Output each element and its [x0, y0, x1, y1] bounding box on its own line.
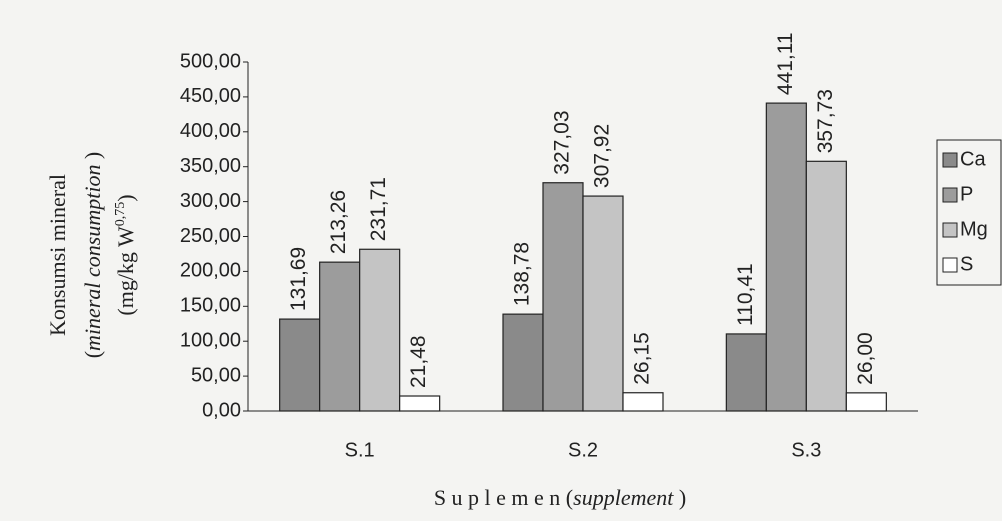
x-tick-label: S.3 [791, 439, 821, 461]
y-tick-label: 500,00 [180, 50, 241, 72]
bar [359, 248, 401, 412]
y-tick-label: 400,00 [180, 120, 241, 142]
legend-swatch [942, 187, 958, 203]
value-label: 26,00 [854, 332, 877, 385]
y-axis-label-part: Konsumsi mineral [45, 174, 70, 336]
bar [502, 313, 544, 412]
bar [622, 392, 664, 412]
value-label: 357,73 [814, 89, 837, 153]
legend-swatch [942, 257, 958, 273]
y-axis-label-part: (mg/kg W [113, 226, 138, 316]
bar [725, 333, 767, 412]
value-label: 231,71 [367, 177, 390, 241]
bar [399, 395, 441, 412]
value-label: 307,92 [591, 124, 614, 188]
bar [845, 392, 887, 412]
y-tick-label: 200,00 [180, 260, 241, 282]
y-tick-label: 0,00 [202, 399, 241, 421]
y-tick-label: 250,00 [180, 225, 241, 247]
legend-label: Mg [960, 218, 988, 240]
bar [542, 182, 584, 412]
legend-swatch [942, 222, 958, 238]
y-tick-label: 300,00 [180, 190, 241, 212]
y-tick-label: 150,00 [180, 295, 241, 317]
bar [805, 160, 847, 412]
value-label: 26,15 [631, 332, 654, 385]
legend-label: P [960, 183, 973, 205]
x-axis-label-part: S u p l e m e n ( [434, 485, 573, 510]
value-label: 110,41 [734, 263, 757, 326]
value-label: 138,78 [511, 242, 534, 306]
x-axis-label: S u p l e m e n (supplement ) [434, 485, 686, 510]
value-label: 21,48 [407, 335, 430, 388]
x-tick-label: S.1 [345, 439, 375, 461]
value-label: 213,26 [327, 190, 350, 254]
x-axis-label-part: ) [673, 485, 686, 510]
y-axis-label-part: mineral consumption [80, 165, 105, 351]
bar [582, 195, 624, 412]
y-axis-label-part: 0,75 [113, 202, 128, 227]
x-tick-label: S.2 [568, 439, 598, 461]
y-axis-label-part: ( [80, 351, 105, 358]
y-tick-label: 450,00 [180, 85, 241, 107]
y-tick-label: 50,00 [191, 364, 241, 386]
value-label: 441,11 [774, 32, 797, 95]
bar [279, 318, 321, 412]
legend-label: S [960, 253, 973, 275]
legend-swatch [942, 152, 958, 168]
y-axis-label: Konsumsi mineral (mineral consumption ) (m… [45, 152, 138, 359]
bar [765, 102, 807, 412]
x-axis-label-part: supplement [573, 485, 674, 510]
y-axis-label-part: ) [80, 152, 105, 165]
y-tick-label: 100,00 [180, 329, 241, 351]
y-axis-label-part: ) [113, 194, 138, 201]
value-label: 327,03 [551, 110, 574, 174]
bar [319, 261, 361, 412]
value-label: 131,69 [287, 247, 310, 311]
y-tick-label: 350,00 [180, 155, 241, 177]
legend-label: Ca [960, 148, 986, 170]
